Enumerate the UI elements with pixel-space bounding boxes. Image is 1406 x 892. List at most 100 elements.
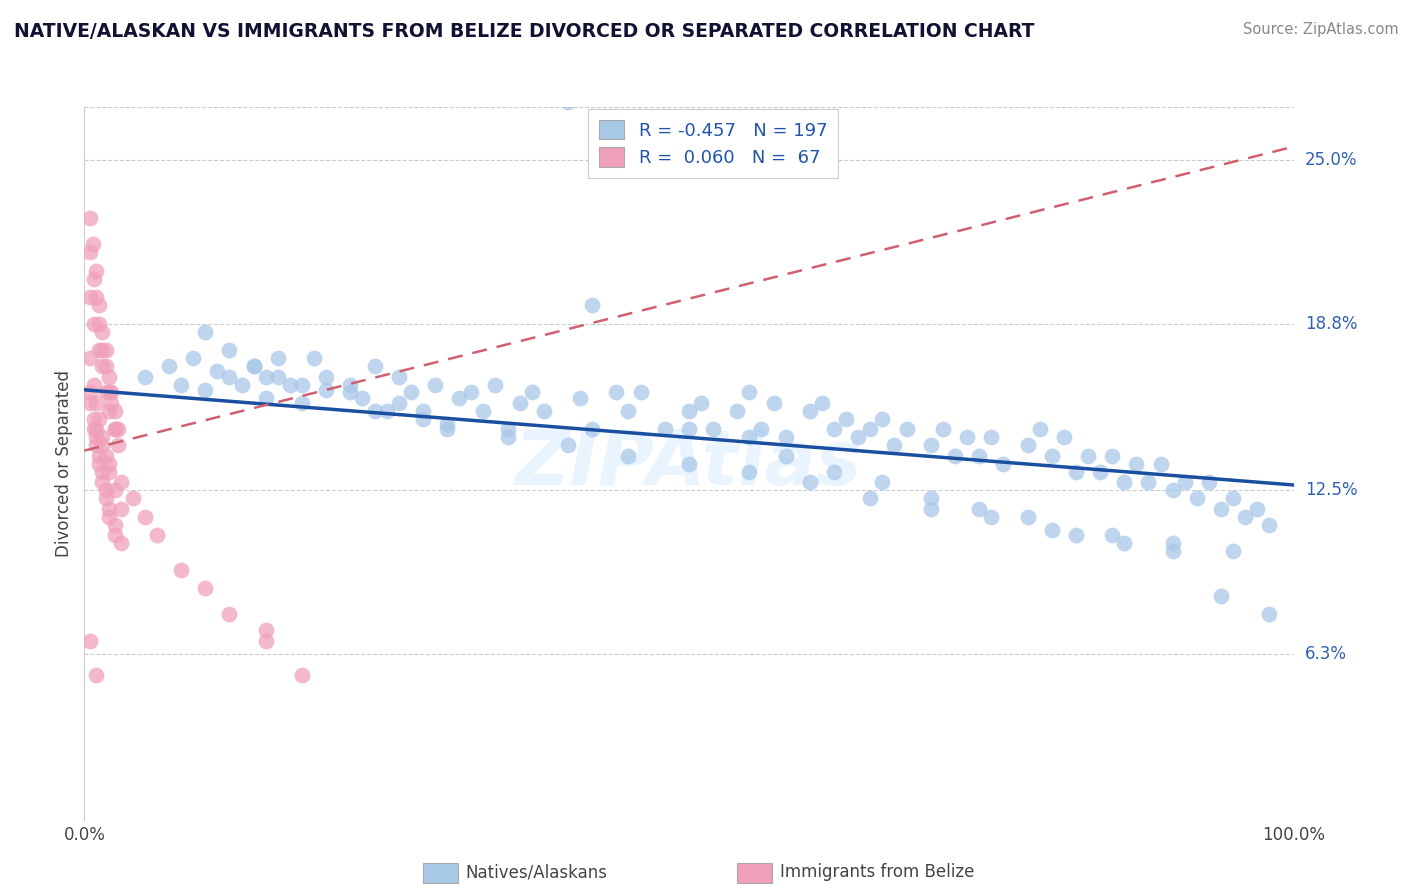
Point (980, 509, 1002, 524)
Point (496, 430, 519, 444)
Y-axis label: Divorced or Separated: Divorced or Separated (55, 370, 73, 558)
Point (107, 438, 129, 452)
Point (97, 385, 120, 400)
Point (83, 377, 105, 392)
Point (83, 412, 105, 426)
Point (110, 536, 132, 550)
Point (254, 624, 277, 638)
Point (484, 377, 506, 392)
Point (738, 430, 761, 444)
Point (678, 422, 700, 436)
Point (1137, 475, 1160, 490)
Point (104, 517, 127, 532)
Point (86, 422, 108, 436)
Legend: R = -0.457   N = 197, R =  0.060   N =  67: R = -0.457 N = 197, R = 0.060 N = 67 (588, 109, 838, 178)
Point (218, 369, 240, 384)
Point (630, 385, 652, 400)
Point (920, 438, 942, 452)
Point (617, 449, 640, 463)
Point (751, 422, 773, 436)
Point (110, 501, 132, 516)
Point (436, 417, 458, 432)
Point (702, 422, 724, 436)
Point (738, 385, 761, 400)
Point (79, 290, 101, 304)
Point (678, 457, 700, 471)
Point (1161, 483, 1184, 498)
Point (775, 430, 797, 444)
Point (87, 412, 110, 426)
Point (94, 491, 117, 506)
Point (859, 422, 882, 436)
Point (254, 369, 277, 384)
Point (97, 465, 120, 479)
Point (363, 404, 385, 418)
Point (412, 404, 434, 418)
Point (1040, 523, 1063, 537)
Point (83, 317, 105, 331)
Point (87, 457, 110, 471)
Point (835, 412, 858, 426)
Point (993, 457, 1015, 471)
Point (104, 483, 127, 498)
Point (1258, 607, 1281, 622)
Point (1234, 509, 1257, 524)
Point (932, 422, 955, 436)
Point (569, 391, 592, 405)
Point (194, 325, 217, 339)
Point (412, 412, 434, 426)
Point (104, 422, 127, 436)
Point (170, 377, 193, 392)
Point (86, 264, 108, 278)
Point (956, 430, 979, 444)
Point (1209, 501, 1232, 516)
Point (291, 377, 314, 392)
Point (254, 391, 277, 405)
Point (1222, 491, 1244, 506)
Point (1114, 536, 1136, 550)
Point (1040, 449, 1063, 463)
Text: NATIVE/ALASKAN VS IMMIGRANTS FROM BELIZE DIVORCED OR SEPARATED CORRELATION CHART: NATIVE/ALASKAN VS IMMIGRANTS FROM BELIZE… (14, 22, 1035, 41)
Point (872, 412, 894, 426)
Point (1161, 544, 1184, 558)
Point (79, 396, 101, 410)
Point (846, 430, 869, 444)
Point (278, 377, 301, 392)
Point (79, 351, 101, 365)
Point (799, 475, 821, 490)
Point (690, 396, 713, 410)
Point (1088, 465, 1111, 479)
Point (581, 298, 603, 312)
Point (339, 385, 361, 400)
Point (883, 438, 905, 452)
Point (315, 369, 337, 384)
Point (94, 449, 117, 463)
Point (557, 438, 579, 452)
Point (134, 369, 156, 384)
Point (91, 325, 114, 339)
Point (104, 528, 127, 542)
Point (375, 404, 398, 418)
Point (1246, 501, 1268, 516)
Point (97, 501, 120, 516)
Point (1209, 589, 1232, 603)
Point (605, 385, 627, 400)
Point (1222, 544, 1244, 558)
Point (1017, 438, 1039, 452)
Point (1053, 430, 1076, 444)
Text: 6.3%: 6.3% (1305, 645, 1347, 663)
Point (242, 359, 264, 373)
Point (291, 396, 314, 410)
Point (1198, 475, 1220, 490)
Point (967, 501, 990, 516)
Text: 25.0%: 25.0% (1305, 151, 1357, 169)
Point (449, 391, 471, 405)
Point (1017, 509, 1039, 524)
Point (218, 607, 240, 622)
Point (302, 351, 325, 365)
Point (194, 383, 217, 397)
Point (1101, 449, 1123, 463)
Point (79, 385, 101, 400)
Point (86, 438, 108, 452)
Point (181, 351, 204, 365)
